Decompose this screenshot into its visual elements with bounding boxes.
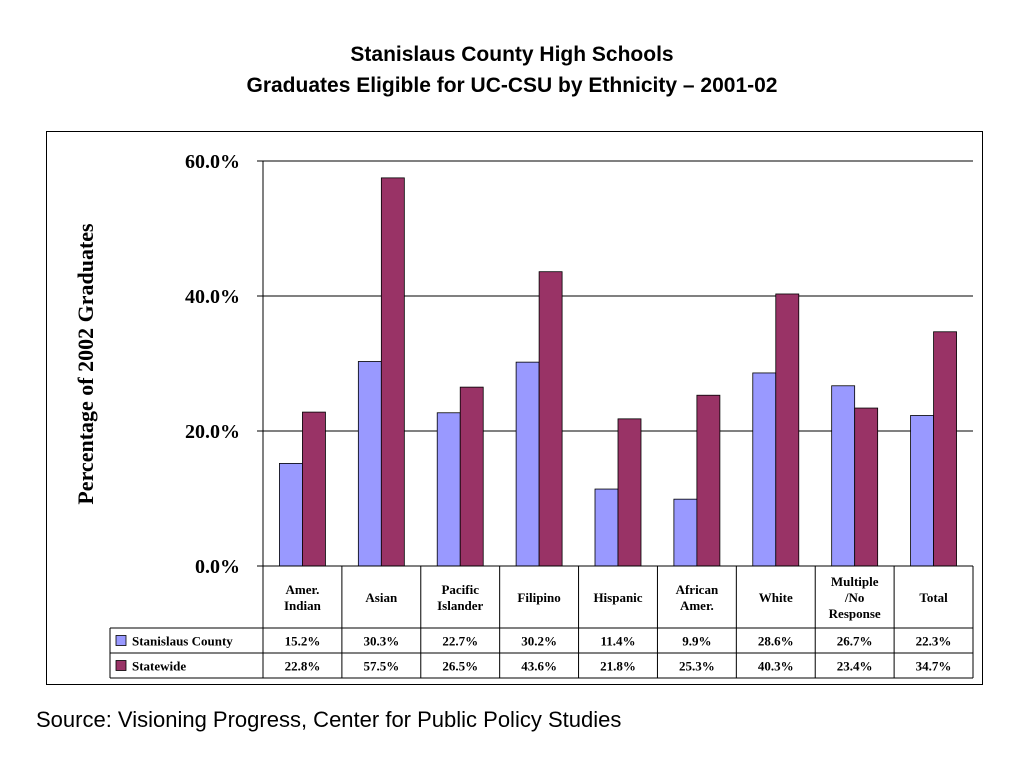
x-category-label: Total <box>919 590 948 605</box>
bar-stanislaus-county <box>673 498 698 567</box>
data-label: 9.9% <box>682 634 711 649</box>
bar-stanislaus-county <box>831 385 856 567</box>
legend-swatch <box>115 635 127 646</box>
bar-statewide <box>696 394 721 567</box>
bar-stanislaus-county <box>594 488 619 567</box>
bar-statewide <box>854 407 879 567</box>
data-label: 25.3% <box>679 659 715 674</box>
chart-title-line1: Stanislaus County High Schools <box>350 43 674 66</box>
x-category-label: Multiple <box>831 574 879 589</box>
legend-label: Stanislaus County <box>132 634 233 649</box>
y-tick-label: 40.0% <box>185 286 240 308</box>
data-label: 40.3% <box>758 659 794 674</box>
data-label: 28.6% <box>758 634 794 649</box>
x-category-label: /No <box>844 590 865 605</box>
y-tick-label: 0.0% <box>195 556 240 578</box>
bar-statewide <box>775 293 800 567</box>
data-label: 26.5% <box>442 659 478 674</box>
source-note: Source: Visioning Progress, Center for P… <box>36 707 622 732</box>
x-category-label: Hispanic <box>593 590 642 605</box>
x-category-label: Pacific <box>441 582 479 597</box>
data-label: 26.7% <box>837 634 873 649</box>
data-label: 30.2% <box>521 634 557 649</box>
x-category-label: Filipino <box>517 590 560 605</box>
x-category-label: Amer. <box>680 598 714 613</box>
bar-statewide <box>538 271 563 567</box>
bar-stanislaus-county <box>515 361 540 567</box>
data-label: 22.8% <box>285 659 321 674</box>
legend-swatch <box>115 660 127 671</box>
x-category-label: African <box>676 582 719 597</box>
data-label: 43.6% <box>521 659 557 674</box>
bar-stanislaus-county <box>752 372 777 567</box>
x-category-label: White <box>759 590 793 605</box>
bar-stanislaus-county <box>279 462 303 567</box>
bar-stanislaus-county <box>910 415 934 567</box>
data-label: 21.8% <box>600 659 636 674</box>
data-label: 11.4% <box>600 634 635 649</box>
legend-label: Statewide <box>132 659 186 674</box>
data-label: 15.2% <box>285 634 321 649</box>
bar-statewide <box>302 411 326 567</box>
bar-statewide <box>380 177 405 567</box>
y-tick-label: 20.0% <box>185 421 240 443</box>
data-label: 30.3% <box>363 634 399 649</box>
data-label: 34.7% <box>916 659 952 674</box>
data-label: 23.4% <box>837 659 873 674</box>
bar-stanislaus-county <box>436 412 461 567</box>
x-category-label: Asian <box>365 590 398 605</box>
data-label: 22.7% <box>442 634 478 649</box>
x-category-label: Amer. <box>286 582 320 597</box>
bar-stanislaus-county <box>357 361 382 567</box>
bar-statewide <box>933 331 957 567</box>
y-tick-label: 60.0% <box>185 151 240 173</box>
x-category-label: Response <box>829 606 881 621</box>
y-axis-label: Percentage of 2002 Graduates <box>73 223 98 505</box>
data-label: 22.3% <box>916 634 952 649</box>
bar-statewide <box>617 418 642 567</box>
bar-statewide <box>459 386 484 567</box>
data-label: 57.5% <box>363 659 399 674</box>
chart-title-line2: Graduates Eligible for UC-CSU by Ethnici… <box>246 74 778 97</box>
chart-frame <box>46 131 983 685</box>
x-category-label: Islander <box>437 598 483 613</box>
x-category-label: Indian <box>284 598 322 613</box>
